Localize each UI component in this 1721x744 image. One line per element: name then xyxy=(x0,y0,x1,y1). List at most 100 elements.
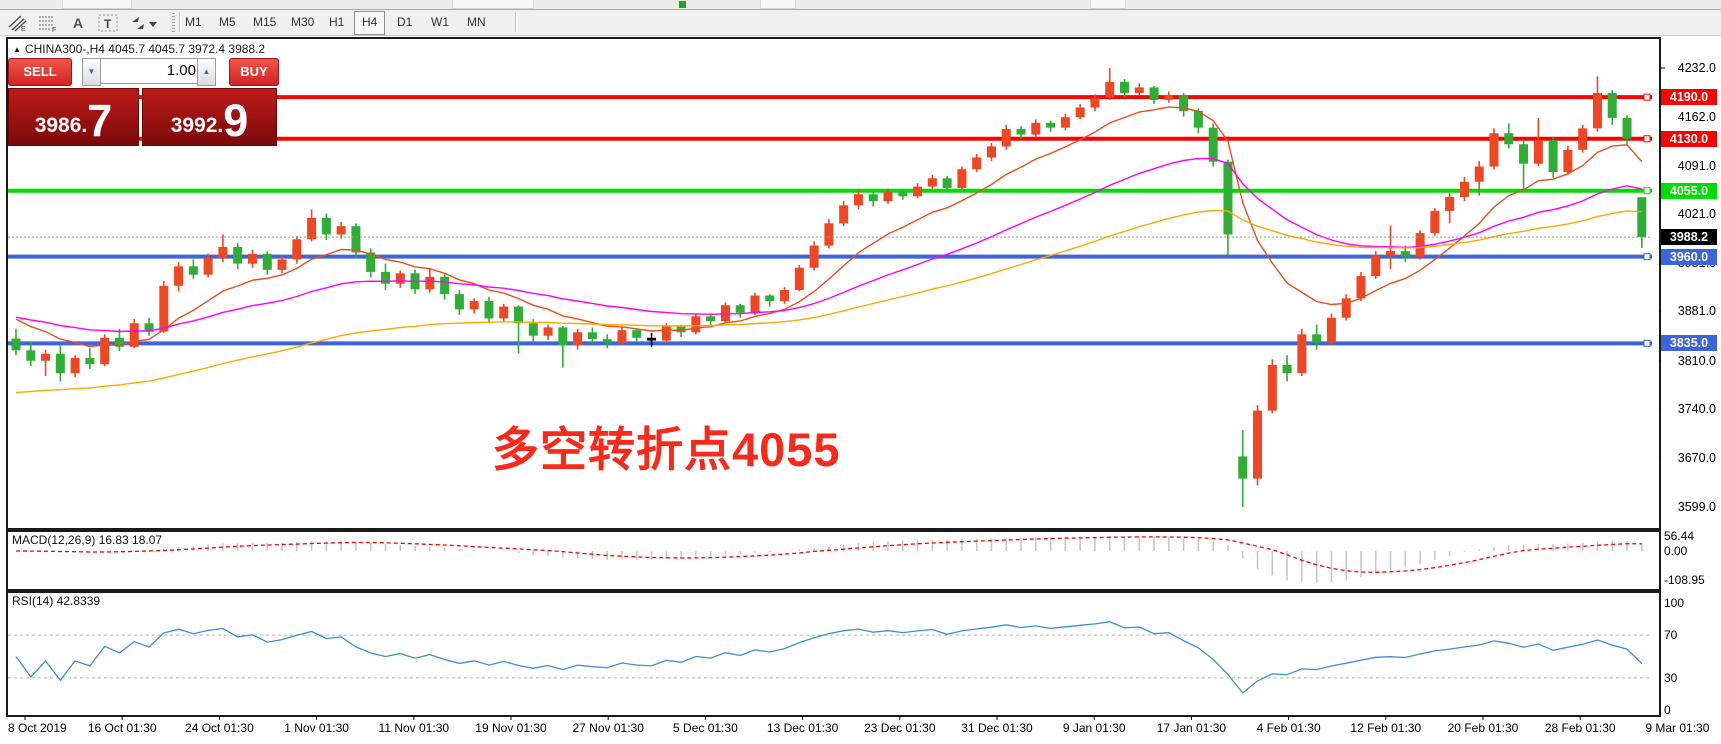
hline-handle[interactable] xyxy=(1643,93,1651,101)
candles xyxy=(11,68,1647,508)
candle-body xyxy=(1001,129,1011,147)
buy-price-panel[interactable]: 3992. 9 xyxy=(142,88,277,146)
buy-button[interactable]: BUY xyxy=(229,58,279,86)
candle-body xyxy=(942,178,952,188)
candlestick-chart[interactable] xyxy=(0,36,1721,744)
candle-body xyxy=(1134,87,1144,93)
candle-body xyxy=(454,294,464,310)
candle-body xyxy=(661,326,671,341)
chart-window: ▲ CHINA300-,H4 4045.7 4045.7 3972.4 3988.… xyxy=(0,36,1721,744)
candle-body xyxy=(1075,107,1085,118)
candle-body xyxy=(233,246,243,264)
timeframe-w1[interactable]: W1 xyxy=(431,15,449,29)
candle-body xyxy=(1046,122,1056,128)
candle-body xyxy=(676,326,686,333)
candle-body xyxy=(765,295,775,302)
volume-increase-button[interactable]: ▲ xyxy=(197,58,216,86)
svg-text:F: F xyxy=(52,27,56,32)
candle-body xyxy=(558,327,568,346)
hline-handle[interactable] xyxy=(1643,253,1651,261)
timeframe-h1[interactable]: H1 xyxy=(329,15,345,29)
hline-handle[interactable] xyxy=(1643,339,1651,347)
candle-body xyxy=(174,266,184,286)
candle-body xyxy=(484,301,494,319)
price-axis-label: 3670.0 xyxy=(1677,450,1716,465)
candle-body xyxy=(735,305,745,313)
candle-body xyxy=(469,301,479,310)
text-box-icon[interactable]: T xyxy=(96,12,120,33)
candle-body xyxy=(218,246,228,259)
candle-body xyxy=(1326,317,1336,343)
timeframe-mn[interactable]: MN xyxy=(467,15,486,29)
main-price-panel[interactable] xyxy=(8,68,1652,508)
top-partial-toolbar xyxy=(0,0,1721,10)
chart-toolbar: E F A T M1 M5 xyxy=(0,10,1721,36)
candle-body xyxy=(573,332,583,346)
candle-body xyxy=(41,353,51,361)
candle-body xyxy=(262,253,272,270)
time-axis-label: 23 Dec 01:30 xyxy=(864,721,936,735)
time-axis-label: 4 Feb 01:30 xyxy=(1256,721,1321,735)
hline-handle[interactable] xyxy=(1643,135,1651,143)
candle-body xyxy=(972,157,982,170)
volume-input[interactable]: 1.00 xyxy=(100,58,203,84)
candle-body xyxy=(957,169,967,188)
chart-symbol-title: ▲ CHINA300-,H4 4045.7 4045.7 3972.4 3988.… xyxy=(13,42,266,56)
volume-decrease-button[interactable]: ▼ xyxy=(82,58,101,86)
candle-body xyxy=(1578,128,1588,150)
fibonacci-retracement-icon[interactable]: F xyxy=(36,12,60,33)
candle-body xyxy=(868,194,878,202)
macd-panel[interactable] xyxy=(15,536,1643,583)
sell-button[interactable]: SELL xyxy=(8,58,72,86)
buy-sell-indicator-fragment xyxy=(679,1,686,8)
time-axis-label: 17 Jan 01:30 xyxy=(1156,721,1227,735)
timeframe-m1[interactable]: M1 xyxy=(185,15,202,29)
timeframe-m15[interactable]: M15 xyxy=(253,15,277,29)
price-axis-label: 3881.0 xyxy=(1677,304,1716,319)
top-toolbar-fragment xyxy=(760,0,796,9)
equidistant-channel-icon[interactable]: E xyxy=(6,12,30,33)
candle-body xyxy=(1031,122,1041,135)
candle-body xyxy=(1548,140,1558,173)
timeframe-m30[interactable]: M30 xyxy=(291,15,315,29)
candle-body xyxy=(794,267,804,290)
candle-body xyxy=(1253,410,1263,479)
price-axis-label: 4232.0 xyxy=(1677,61,1716,75)
time-axis-label: 16 Oct 01:30 xyxy=(87,721,157,735)
candle-body xyxy=(632,330,642,338)
arrows-tool-icon[interactable] xyxy=(126,12,160,33)
sell-price-panel[interactable]: 3986. 7 xyxy=(8,88,139,146)
rsi-line xyxy=(15,621,1643,694)
time-axis-label: 31 Dec 01:30 xyxy=(961,721,1033,735)
time-axis-label: 19 Nov 01:30 xyxy=(475,721,547,735)
timeframe-d1[interactable]: D1 xyxy=(397,15,413,29)
macd-axis-value: 0.00 xyxy=(1664,544,1688,558)
candle-body xyxy=(1371,255,1381,277)
timeframe-m5[interactable]: M5 xyxy=(219,15,236,29)
candle-body xyxy=(883,192,893,202)
candle-body xyxy=(853,194,863,206)
candle-body xyxy=(144,323,154,332)
text-label-icon[interactable]: A xyxy=(72,14,84,31)
candle-body xyxy=(100,337,110,365)
hline-handle[interactable] xyxy=(1643,187,1651,195)
time-axis-label: 9 Mar 01:30 xyxy=(1645,721,1710,735)
candle-body xyxy=(1208,127,1218,162)
chart-text-annotation[interactable]: 多空转折点4055 xyxy=(492,423,841,476)
price-axis-label: 4021.0 xyxy=(1677,207,1716,222)
toolbar-drag-handle[interactable] xyxy=(172,13,175,32)
timeframe-h4[interactable]: H4 xyxy=(354,11,386,35)
rsi-panel[interactable] xyxy=(8,621,1652,694)
candle-body xyxy=(1400,251,1410,257)
candle-body xyxy=(1459,181,1469,198)
ma-mid-magenta xyxy=(15,157,1642,333)
collapse-triangle-icon[interactable]: ▲ xyxy=(13,45,21,54)
sell-price: 3986. xyxy=(34,114,88,137)
time-axis-label: 11 Nov 01:30 xyxy=(378,721,450,735)
candle-body xyxy=(277,259,287,270)
candle-body xyxy=(1563,149,1573,173)
candle-body xyxy=(514,306,524,324)
candle-body xyxy=(1415,233,1425,257)
candle-body xyxy=(809,245,819,268)
candle-body xyxy=(159,285,169,332)
